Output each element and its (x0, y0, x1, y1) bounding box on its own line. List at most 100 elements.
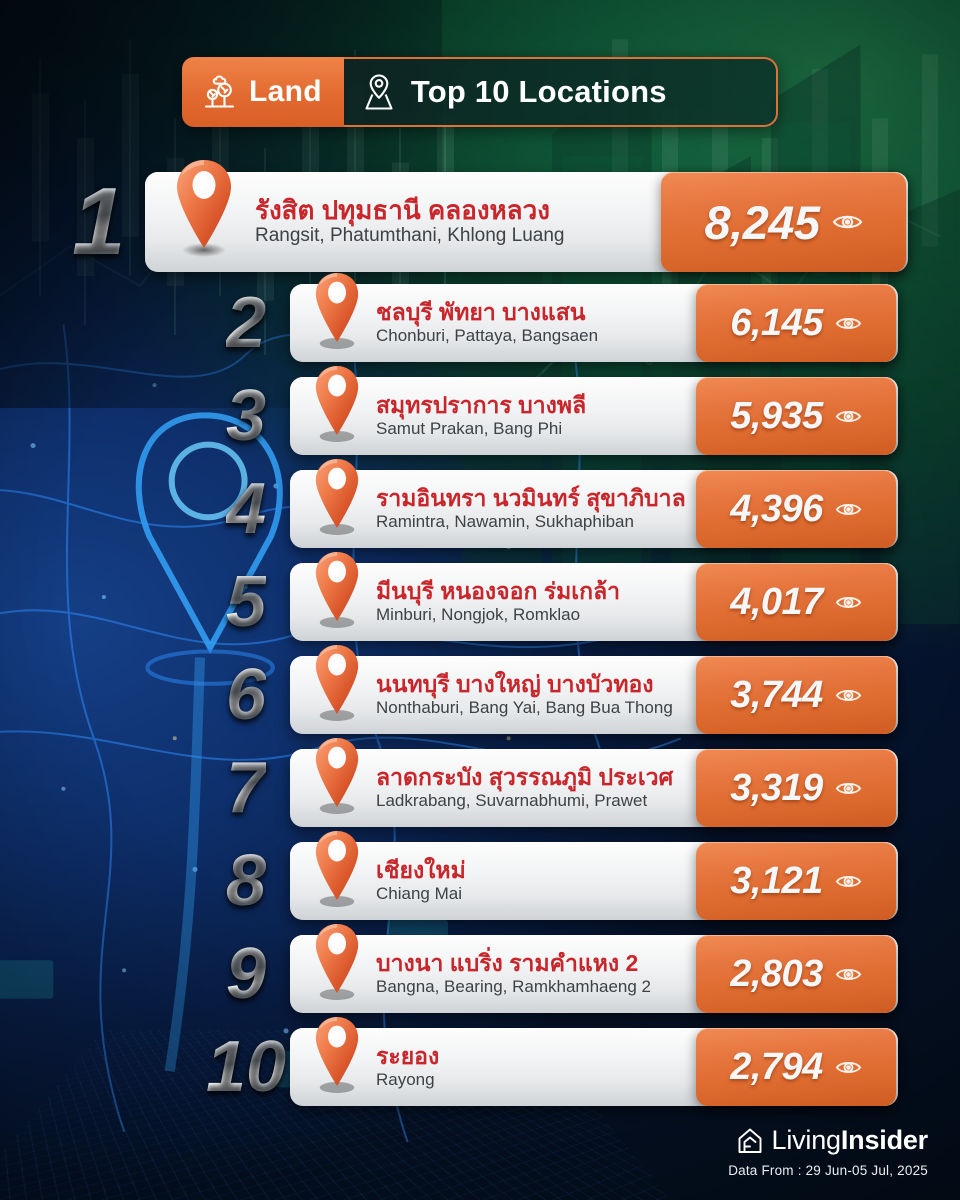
list-item[interactable]: 5 มีนบุรี หนองจอก ร่มเกล้า Minburi, Nong… (226, 551, 898, 642)
brand-name: LivingInsider (772, 1125, 929, 1156)
map-pin-icon (365, 74, 393, 110)
house-logo-icon (738, 1128, 761, 1153)
location-card[interactable]: บางนา แบริ่ง รามคำแหง 2 Bangna, Bearing,… (290, 923, 898, 1013)
location-name-english: Rayong (376, 1069, 435, 1089)
location-text: สมุทรปราการ บางพลี Samut Prakan, Bang Ph… (376, 377, 586, 455)
rank-number: 10 (206, 1027, 287, 1107)
map-pin-icon (315, 830, 359, 907)
list-item[interactable]: 1 (72, 160, 908, 275)
list-item[interactable]: 6 นนทบุรี บางใหญ่ บางบัวทอง Nonthaburi, … (226, 644, 898, 735)
map-pin-icon (315, 458, 359, 535)
eye-icon (835, 875, 862, 887)
location-card[interactable]: ชลบุรี พัทยา บางแสน Chonburi, Pattaya, B… (290, 272, 898, 362)
views-badge[interactable]: 3,121 (696, 842, 896, 920)
eye-icon (835, 782, 862, 794)
rank-number: 8 (226, 841, 267, 921)
location-card[interactable]: ระยอง Rayong 2,794 (290, 1016, 898, 1106)
location-name-thai: ชลบุรี พัทยา บางแสน (376, 299, 586, 326)
location-name-thai: รังสิต ปทุมธานี คลองหลวง (255, 195, 550, 226)
views-badge[interactable]: 4,396 (696, 470, 896, 548)
list-item[interactable]: 4 รามอินทรา นวมินทร์ สุขาภิบาล Ramintra,… (226, 458, 898, 548)
views-badge[interactable]: 3,319 (696, 749, 896, 827)
location-name-english: Chonburi, Pattaya, Bangsaen (376, 325, 599, 345)
map-pin-icon (315, 737, 359, 814)
location-name-thai: ลาดกระบัง สุวรรณภูมิ ประเวศ (376, 764, 674, 791)
location-name-english: Ladkrabang, Suvarnabhumi, Prawet (376, 790, 648, 810)
location-text: มีนบุรี หนองจอก ร่มเกล้า Minburi, Nongjo… (376, 563, 620, 641)
views-badge[interactable]: 6,145 (696, 284, 896, 362)
location-name-english: Bangna, Bearing, Ramkhamhaeng 2 (376, 976, 652, 996)
map-pin-icon (315, 272, 359, 349)
map-pin-icon (315, 1016, 359, 1093)
location-text: รังสิต ปทุมธานี คลองหลวง Rangsit, Phatum… (255, 172, 565, 272)
location-name-thai: นนทบุรี บางใหญ่ บางบัวทอง (376, 671, 654, 698)
map-pin-icon (315, 551, 359, 628)
map-pin-icon (315, 923, 359, 1000)
location-text: ชลบุรี พัทยา บางแสน Chonburi, Pattaya, B… (376, 284, 598, 362)
map-pin-icon (315, 365, 359, 442)
list-item[interactable]: 2 ชลบุรี พัทยา บางแสน Chonburi, Pattaya,… (226, 272, 898, 363)
trees-icon (204, 75, 235, 108)
page-title: Top 10 Locations (410, 74, 667, 109)
location-card[interactable]: ลาดกระบัง สุวรรณภูมิ ประเวศ Ladkrabang, … (290, 737, 898, 827)
location-card[interactable]: รังสิต ปทุมธานี คลองหลวง Rangsit, Phatum… (145, 160, 908, 272)
eye-icon (832, 215, 862, 229)
rank-number: 2 (226, 283, 267, 363)
rank-number: 9 (226, 934, 267, 1014)
location-name-english: Samut Prakan, Bang Phi (376, 418, 563, 438)
map-pin-icon (315, 644, 359, 721)
header-banner: Land Top 10 Locations (182, 57, 778, 127)
location-text: รามอินทรา นวมินทร์ สุขาภิบาล Ramintra, N… (376, 470, 686, 548)
location-name-english: Ramintra, Nawamin, Sukhaphiban (376, 511, 634, 531)
location-text: เชียงใหม่ Chiang Mai (376, 842, 466, 920)
eye-icon (835, 1061, 862, 1073)
location-name-english: Nonthaburi, Bang Yai, Bang Bua Thong (376, 697, 673, 717)
views-badge[interactable]: 8,245 (661, 172, 906, 272)
views-count: 6,145 (730, 302, 823, 344)
location-name-english: Minburi, Nongjok, Romklao (376, 604, 581, 624)
location-name-thai: มีนบุรี หนองจอก ร่มเกล้า (376, 578, 621, 605)
views-count: 5,935 (730, 395, 823, 437)
location-name-thai: รามอินทรา นวมินทร์ สุขาภิบาล (376, 485, 686, 512)
views-badge[interactable]: 2,803 (696, 935, 896, 1013)
views-count: 2,803 (730, 953, 823, 995)
location-card[interactable]: มีนบุรี หนองจอก ร่มเกล้า Minburi, Nongjo… (290, 551, 898, 641)
list-item[interactable]: 10 ระยอง Rayong 2,794 (206, 1016, 898, 1107)
views-badge[interactable]: 2,794 (696, 1028, 896, 1106)
eye-icon (835, 317, 862, 329)
eye-icon (835, 596, 862, 608)
rank-number: 6 (226, 655, 267, 735)
rank-number: 3 (226, 376, 267, 456)
eye-icon (835, 968, 862, 980)
category-label: Land (249, 75, 322, 108)
rank-number: 7 (226, 748, 267, 828)
brand-logo[interactable]: LivingInsider (728, 1125, 928, 1156)
list-item[interactable]: 8 เชียงใหม่ Chiang Mai 3,121 (226, 830, 898, 921)
views-badge[interactable]: 4,017 (696, 563, 896, 641)
views-count: 3,744 (730, 674, 823, 716)
views-count: 3,121 (730, 860, 823, 902)
location-name-thai: บางนา แบริ่ง รามคำแหง 2 (376, 950, 639, 977)
list-item[interactable]: 9 บางนา แบริ่ง รามคำแหง 2 Bangna, Bearin… (226, 923, 898, 1014)
location-card[interactable]: รามอินทรา นวมินทร์ สุขาภิบาล Ramintra, N… (290, 458, 898, 548)
data-date-range: Data From : 29 Jun-05 Jul, 2025 (728, 1163, 928, 1178)
views-badge[interactable]: 3,744 (696, 656, 896, 734)
eye-icon (835, 503, 862, 515)
location-name-thai: เชียงใหม่ (376, 857, 466, 884)
rank-number: 1 (72, 168, 126, 275)
location-card[interactable]: สมุทรปราการ บางพลี Samut Prakan, Bang Ph… (290, 365, 898, 455)
location-text: ลาดกระบัง สุวรรณภูมิ ประเวศ Ladkrabang, … (376, 749, 673, 827)
location-card[interactable]: เชียงใหม่ Chiang Mai 3,121 (290, 830, 898, 920)
location-name-english: Rangsit, Phatumthani, Khlong Luang (255, 225, 565, 247)
location-text: ระยอง Rayong (376, 1028, 439, 1106)
list-item[interactable]: 7 ลาดกระบัง สุวรรณภูมิ ประเวศ Ladkrabang… (226, 737, 898, 828)
category-pill[interactable]: Land (182, 57, 344, 127)
header-title-section: Top 10 Locations (333, 57, 778, 127)
eye-icon (835, 410, 862, 422)
location-name-thai: สมุทรปราการ บางพลี (376, 392, 587, 419)
views-count: 2,794 (730, 1046, 823, 1088)
list-item[interactable]: 3 สมุทรปราการ บางพลี Samut Prakan, Bang … (226, 365, 898, 456)
views-badge[interactable]: 5,935 (696, 377, 896, 455)
location-card[interactable]: นนทบุรี บางใหญ่ บางบัวทอง Nonthaburi, Ba… (290, 644, 898, 734)
rank-number: 5 (226, 562, 267, 642)
